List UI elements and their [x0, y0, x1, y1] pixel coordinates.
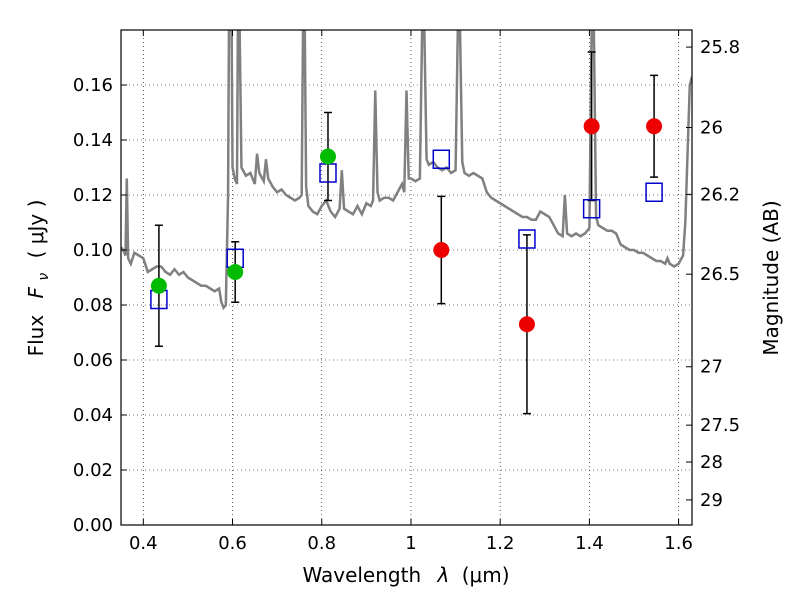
x-tick-label: 0.4	[129, 533, 158, 554]
x-tick-label: 1	[405, 533, 416, 554]
y2-axis-ticks: 25.8 26 26.2 26.5 27 27.5 28 29	[686, 37, 740, 511]
y2-tick-label: 28	[700, 452, 723, 473]
y2-tick-label: 27	[700, 357, 723, 378]
y2-tick-label: 26	[700, 117, 723, 138]
y-axis-title-text: Flux	[24, 315, 48, 357]
flux-point	[227, 264, 244, 280]
x-tick-label: 0.8	[307, 533, 336, 554]
y-tick-label: 0.14	[73, 130, 113, 151]
flux-point	[583, 118, 600, 135]
flux-point	[646, 118, 663, 135]
y-axis-ticks: 0.00 0.02 0.04 0.06 0.08 0.10 0.12 0.14 0.16	[73, 75, 127, 536]
y-axis-title-unit: ( μJy )	[24, 200, 48, 259]
x-axis-title: Wavelength λ (μm)	[302, 563, 509, 587]
x-axis-ticks: 0.4 0.6 0.8 1 1.2 1.4 1.6	[129, 30, 693, 554]
y-tick-label: 0.06	[73, 350, 113, 371]
y2-tick-label: 25.8	[700, 37, 740, 58]
flux-point	[518, 316, 535, 333]
y-axis-title-subscript: ν	[36, 273, 52, 281]
y2-tick-label: 26.2	[700, 184, 740, 205]
model-square-point	[432, 149, 451, 169]
y2-tick-label: 26.5	[700, 264, 740, 285]
plot-series	[121, 30, 692, 415]
y2-tick-label: 29	[700, 490, 723, 511]
grid-lines	[121, 30, 692, 526]
x-axis-title-text: Wavelength	[302, 563, 421, 587]
x-tick-label: 1.2	[486, 533, 515, 554]
y2-tick-label: 27.5	[700, 415, 740, 436]
y-axis-title: Flux F ν ( μJy )	[24, 200, 53, 357]
flux-point	[150, 277, 167, 294]
y-tick-label: 0.04	[73, 405, 113, 426]
y-tick-label: 0.10	[73, 240, 113, 261]
x-axis-title-symbol: λ	[437, 563, 450, 587]
x-tick-label: 1.4	[575, 533, 604, 554]
flux-point	[433, 242, 450, 258]
y-tick-label: 0.02	[73, 460, 113, 481]
x-axis-title-unit: (μm)	[462, 563, 510, 587]
x-tick-label: 0.6	[218, 533, 247, 554]
x-tick-label: 1.6	[664, 533, 693, 554]
y-tick-label: 0.16	[73, 75, 113, 96]
y-tick-label: 0.00	[73, 515, 113, 536]
model-square-point	[645, 182, 663, 202]
plot-frame	[120, 29, 693, 526]
y-tick-label: 0.08	[73, 295, 113, 316]
y-axis-title-symbol: F	[24, 286, 48, 298]
y2-axis-title: Magnitude (AB)	[759, 200, 783, 355]
y-tick-label: 0.12	[73, 185, 113, 206]
model-square-point	[518, 229, 536, 249]
model-square-point	[582, 199, 601, 219]
spectrum-line	[121, 30, 692, 311]
flux-point	[319, 148, 336, 165]
